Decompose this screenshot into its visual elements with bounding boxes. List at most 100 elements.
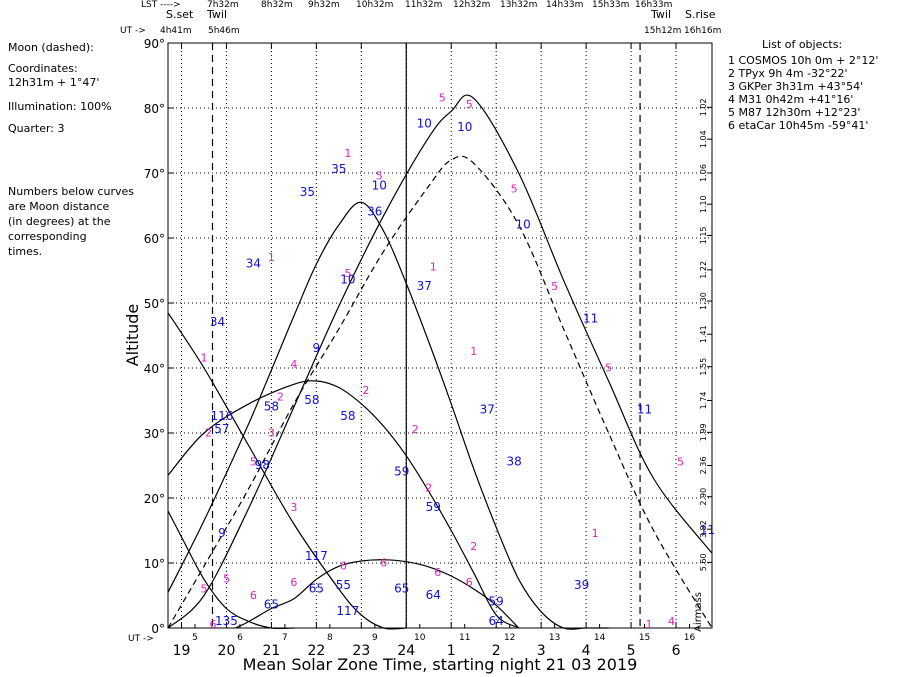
object-label: 1 bbox=[344, 147, 351, 160]
ut-tick-label: 6 bbox=[237, 633, 243, 643]
object-label: 1 bbox=[646, 618, 653, 631]
object-label: 5 bbox=[376, 170, 383, 183]
moon-distance-label: 117 bbox=[336, 604, 359, 618]
lst-value: 7h32m bbox=[207, 0, 239, 10]
y-tick-label: 40° bbox=[144, 362, 165, 376]
moon-distance-label: 37 bbox=[480, 403, 495, 417]
moon-distance-label: 38 bbox=[507, 455, 522, 469]
x-axis-label: Mean Solar Zone Time, starting night 21 … bbox=[243, 655, 638, 674]
object-row: 2 TPyx 9h 4m -32°22' bbox=[728, 67, 848, 80]
object-label: 6 bbox=[434, 566, 441, 579]
ut-tick-label: 10 bbox=[414, 633, 426, 643]
ut-tick-label: 11 bbox=[459, 633, 470, 643]
moon-distance-label: 10 bbox=[417, 117, 432, 131]
moon-distance-label: 58 bbox=[340, 409, 355, 423]
object-label: 5 bbox=[605, 361, 612, 374]
y-tick-label: 70° bbox=[144, 167, 165, 181]
airmass-tick-label: 1.74 bbox=[699, 392, 708, 410]
object-label: 5 bbox=[200, 582, 207, 595]
object-label: 6 bbox=[466, 576, 473, 589]
x-tick-label: 3 bbox=[537, 643, 546, 659]
lst-value: 9h32m bbox=[308, 0, 340, 10]
moon-distance-label: 35 bbox=[331, 162, 346, 176]
object-label: 5 bbox=[344, 267, 351, 280]
object-label: 6 bbox=[380, 556, 387, 569]
sunset-label: S.set bbox=[166, 8, 194, 21]
object-label: 6 bbox=[340, 560, 347, 573]
object-label: 2 bbox=[470, 540, 477, 553]
object-label: 2 bbox=[205, 426, 212, 439]
moon-distance-label: 98 bbox=[255, 458, 270, 472]
sunrise-label: S.rise bbox=[685, 8, 716, 21]
moon-distance-label: 65 bbox=[394, 581, 409, 595]
object-label: 5 bbox=[551, 280, 558, 293]
coordinates-value: 12h31m + 1°47' bbox=[8, 76, 100, 89]
moon-distance-label: 59 bbox=[489, 594, 504, 608]
series-line bbox=[167, 155, 713, 629]
lst-value: 12h32m bbox=[453, 0, 491, 10]
object-label: 4 bbox=[668, 615, 675, 628]
moon-distance-label: 10 bbox=[516, 217, 531, 231]
lst-value: 10h32m bbox=[356, 0, 394, 10]
x-tick-label: 22 bbox=[307, 643, 325, 659]
y-tick-label: 60° bbox=[144, 232, 165, 246]
object-label: 2 bbox=[412, 423, 419, 436]
ut-tick-label: 13 bbox=[549, 633, 560, 643]
ut-tick-label: 12 bbox=[504, 633, 515, 643]
grid-lines bbox=[168, 43, 712, 628]
airmass-tick-label: 1.10 bbox=[699, 195, 708, 213]
object-label: 6 bbox=[250, 589, 257, 602]
object-label: 5 bbox=[223, 573, 230, 586]
moon-distance-label: 10 bbox=[340, 273, 355, 287]
axis-ticks: 0°10°20°30°40°50°60°70°80°90°19 20 21 22 23 2… bbox=[144, 37, 712, 659]
ut-tick-label: 8 bbox=[327, 633, 333, 643]
series-line bbox=[235, 559, 520, 629]
lst-value: 8h32m bbox=[261, 0, 293, 10]
moon-distance-label: 11 bbox=[583, 312, 598, 326]
moon-distance-label: 58 bbox=[304, 393, 319, 407]
x-tick-label: 21 bbox=[262, 643, 280, 659]
object-label: 5 bbox=[466, 98, 473, 111]
coordinates-label: Coordinates: bbox=[8, 62, 78, 75]
ut-tick-label: 14 bbox=[594, 633, 606, 643]
moon-distance-label: 34 bbox=[246, 256, 261, 270]
sunset-ut: 4h41m bbox=[160, 26, 192, 36]
object-label: 5 bbox=[439, 92, 446, 105]
moon-distance-label: 55 bbox=[336, 578, 351, 592]
object-row: 1 COSMOS 10h 0m + 2°12' bbox=[728, 54, 879, 67]
series-line bbox=[167, 94, 713, 629]
object-label: 5 bbox=[511, 183, 518, 196]
moon-distance-label: 65 bbox=[309, 581, 324, 595]
moon-distance-label: 34 bbox=[210, 315, 225, 329]
object-label: 2 bbox=[277, 391, 284, 404]
moon-distance-label: 135 bbox=[215, 614, 238, 628]
object-list: List of objects: 1 COSMOS 10h 0m + 2°12'… bbox=[728, 38, 878, 132]
x-tick-label: 19 bbox=[173, 643, 191, 659]
airmass-tick-label: 1.41 bbox=[699, 325, 708, 343]
object-list-title: List of objects: bbox=[762, 38, 843, 51]
moon-distance-label: 58 bbox=[264, 399, 279, 413]
airmass-tick-label: 2.36 bbox=[699, 457, 708, 475]
moon-distance-label: 59 bbox=[394, 464, 409, 478]
airmass-tick-label: 5.60 bbox=[699, 553, 708, 571]
x-tick-label: 6 bbox=[672, 643, 681, 659]
x-tick-label: 2 bbox=[492, 643, 501, 659]
moon-distance-label: 10 bbox=[457, 120, 472, 134]
y-tick-label: 30° bbox=[144, 427, 165, 441]
object-label: 1 bbox=[470, 345, 477, 358]
moon-distance-label: 116 bbox=[210, 409, 233, 423]
ut-tick-label: 15 bbox=[639, 633, 650, 643]
note-line-1: Numbers below curves bbox=[8, 185, 134, 198]
moon-distance-label: 64 bbox=[489, 614, 504, 628]
moon-distance-label: 35 bbox=[300, 185, 315, 199]
twilight-morning-label: Twil bbox=[651, 8, 672, 21]
y-tick-label: 10° bbox=[144, 557, 165, 571]
y-tick-label: 20° bbox=[144, 492, 165, 506]
object-label: 1 bbox=[200, 352, 207, 365]
moon-distance-label: 64 bbox=[426, 588, 441, 602]
twilight-evening-ut: 5h46m bbox=[208, 26, 240, 36]
object-label: 4 bbox=[290, 358, 297, 371]
moon-label: Moon (dashed): bbox=[8, 41, 94, 54]
object-label: 5 bbox=[677, 456, 684, 469]
